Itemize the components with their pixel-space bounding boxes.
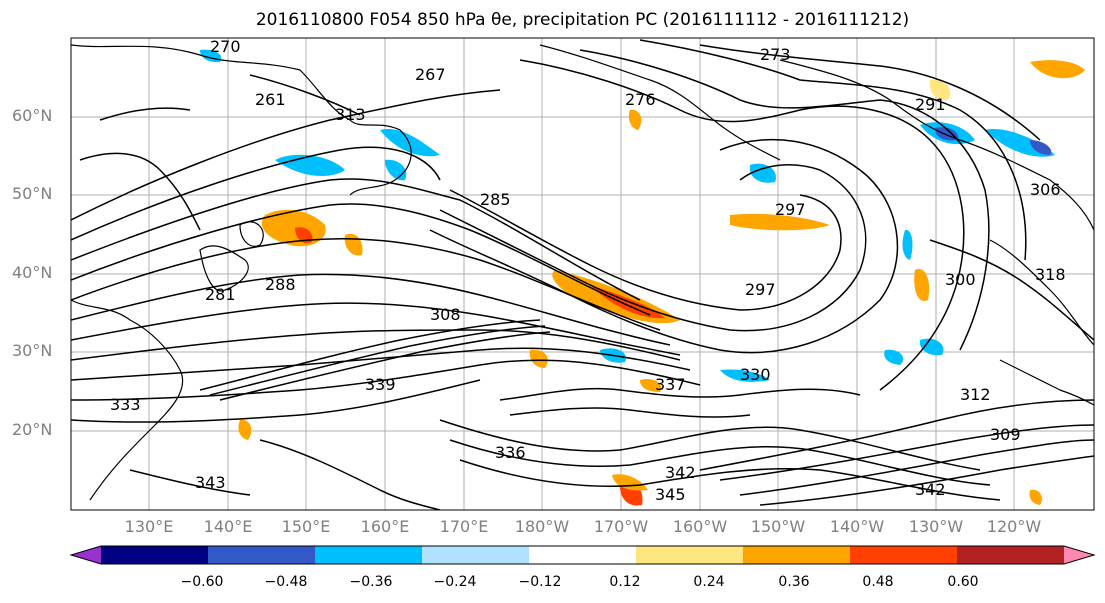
- colorbar-tick-label: 0.60: [947, 574, 979, 590]
- contour-label: 297: [775, 200, 806, 219]
- colorbar-outline: [69, 545, 1096, 565]
- contour-label: 300: [945, 270, 976, 289]
- colorbar-tick-label: 0.24: [693, 574, 725, 590]
- lat-label: 50°N: [12, 184, 53, 203]
- colorbar-segment: [315, 546, 423, 564]
- lat-label: 60°N: [12, 106, 53, 125]
- contour-label: 273: [760, 45, 791, 64]
- lon-label: 170°E: [439, 517, 489, 536]
- lon-label: 170°W: [593, 517, 649, 536]
- contour-label: 333: [110, 395, 141, 414]
- colorbar-arrow-high: [1064, 546, 1094, 564]
- contour-label: 276: [625, 90, 656, 109]
- colorbar-tick-label: 0.48: [862, 574, 894, 590]
- colorbar-segment: [850, 546, 958, 564]
- contour-label: 297: [745, 280, 776, 299]
- lon-label: 150°E: [281, 517, 331, 536]
- lon-label: 160°W: [672, 517, 728, 536]
- colorbar-arrow-low: [71, 546, 101, 564]
- colorbar-segment: [422, 546, 530, 564]
- contour-label: 313: [335, 105, 366, 124]
- contour-label: 337: [655, 375, 686, 394]
- contour-label: 267: [415, 65, 446, 84]
- contour-label: 336: [495, 443, 526, 462]
- colorbar-tick-label: −0.36: [349, 574, 393, 590]
- contour-label: 291: [915, 95, 946, 114]
- colorbar-tick-label: −0.60: [180, 574, 224, 590]
- contour-label: 330: [740, 365, 771, 384]
- colorbar-tick-label: −0.24: [433, 574, 477, 590]
- colorbar: [69, 545, 1096, 565]
- contour-label: 342: [915, 480, 946, 499]
- lat-label: 30°N: [12, 341, 53, 360]
- lon-label: 150°W: [750, 517, 806, 536]
- lon-label: 130°E: [124, 517, 174, 536]
- contour-label: 281: [205, 285, 236, 304]
- colorbar-segment: [101, 546, 209, 564]
- lon-label: 120°W: [986, 517, 1042, 536]
- contour-label: 306: [1030, 180, 1061, 199]
- contour-label: 309: [990, 425, 1021, 444]
- lon-label: 140°E: [203, 517, 253, 536]
- theta-e-contours: [71, 39, 1094, 510]
- contour-label: 270: [210, 37, 241, 56]
- contour-label: 288: [265, 275, 296, 294]
- contour-labels: 270 267 261 273 276 291 285 297 297 288 …: [110, 37, 1066, 504]
- lon-label: 140°W: [829, 517, 885, 536]
- lon-label: 160°E: [360, 517, 410, 536]
- colorbar-tick-label: −0.48: [264, 574, 308, 590]
- colorbar-segment: [636, 546, 744, 564]
- contour-label: 342: [665, 463, 696, 482]
- colorbar-segment: [743, 546, 851, 564]
- colorbar-tick-label: 0.36: [778, 574, 810, 590]
- contour-label: 285: [480, 190, 511, 209]
- colorbar-tick-label: −0.12: [518, 574, 562, 590]
- contour-label: 308: [430, 305, 461, 324]
- lon-label: 180°W: [514, 517, 570, 536]
- lat-label: 40°N: [12, 263, 53, 282]
- colorbar-segment: [208, 546, 316, 564]
- lat-label: 20°N: [12, 420, 53, 439]
- contour-label: 312: [960, 385, 991, 404]
- contour-label: 339: [365, 375, 396, 394]
- contour-label: 343: [195, 473, 226, 492]
- contour-label: 261: [255, 90, 286, 109]
- lon-label: 130°W: [908, 517, 964, 536]
- map-title: 2016110800 F054 850 hPa θe, precipitatio…: [255, 10, 910, 30]
- colorbar-segment: [957, 546, 1065, 564]
- contour-label: 318: [1035, 265, 1066, 284]
- colorbar-tick-label: 0.12: [609, 574, 641, 590]
- colorbar-segment: [529, 546, 637, 564]
- contour-label: 345: [655, 485, 686, 504]
